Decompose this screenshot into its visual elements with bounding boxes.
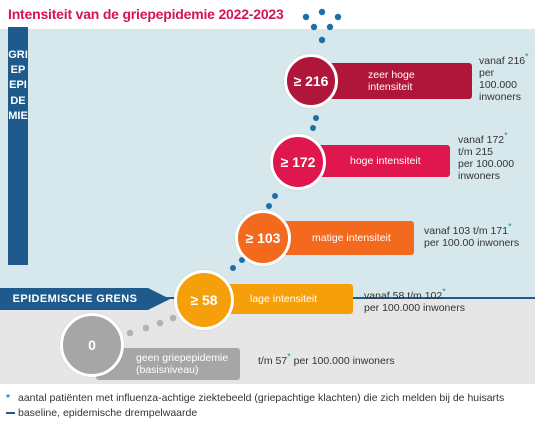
footnote-asterisk: * aantal patiënten met influenza-achtige … [6,392,505,404]
level-circle-none: 0 [60,313,124,377]
level-desc-low: vanaf 58 t/m 102* per 100.000 inwoners [364,286,465,314]
level-circle-high: ≥ 172 [270,134,326,190]
axis-label: GRIEPEPIDEMIE [8,49,28,122]
axis-bar [8,27,28,265]
page-title: Intensiteit van de griepepidemie 2022-20… [8,6,284,22]
footnote-baseline: baseline, epidemische drempelwaarde [6,407,197,419]
asterisk-icon: * [6,392,11,404]
level-desc-moderate: vanaf 103 t/m 171* per 100.00 inwoners [424,221,520,249]
level-circle-very-high: ≥ 216 [284,54,338,108]
baseline-line-icon [6,412,15,415]
level-desc-none: t/m 57* per 100.000 inwoners [258,351,395,367]
level-desc-very-high: vanaf 216* per 100.000 inwoners [479,51,529,103]
threshold-label: EPIDEMISCHE GRENS [12,293,138,305]
level-desc-high: vanaf 172* t/m 215 per 100.000 inwoners [458,130,515,182]
threshold-arrow [0,288,170,310]
level-circle-moderate: ≥ 103 [235,210,291,266]
level-circle-low: ≥ 58 [174,270,234,330]
